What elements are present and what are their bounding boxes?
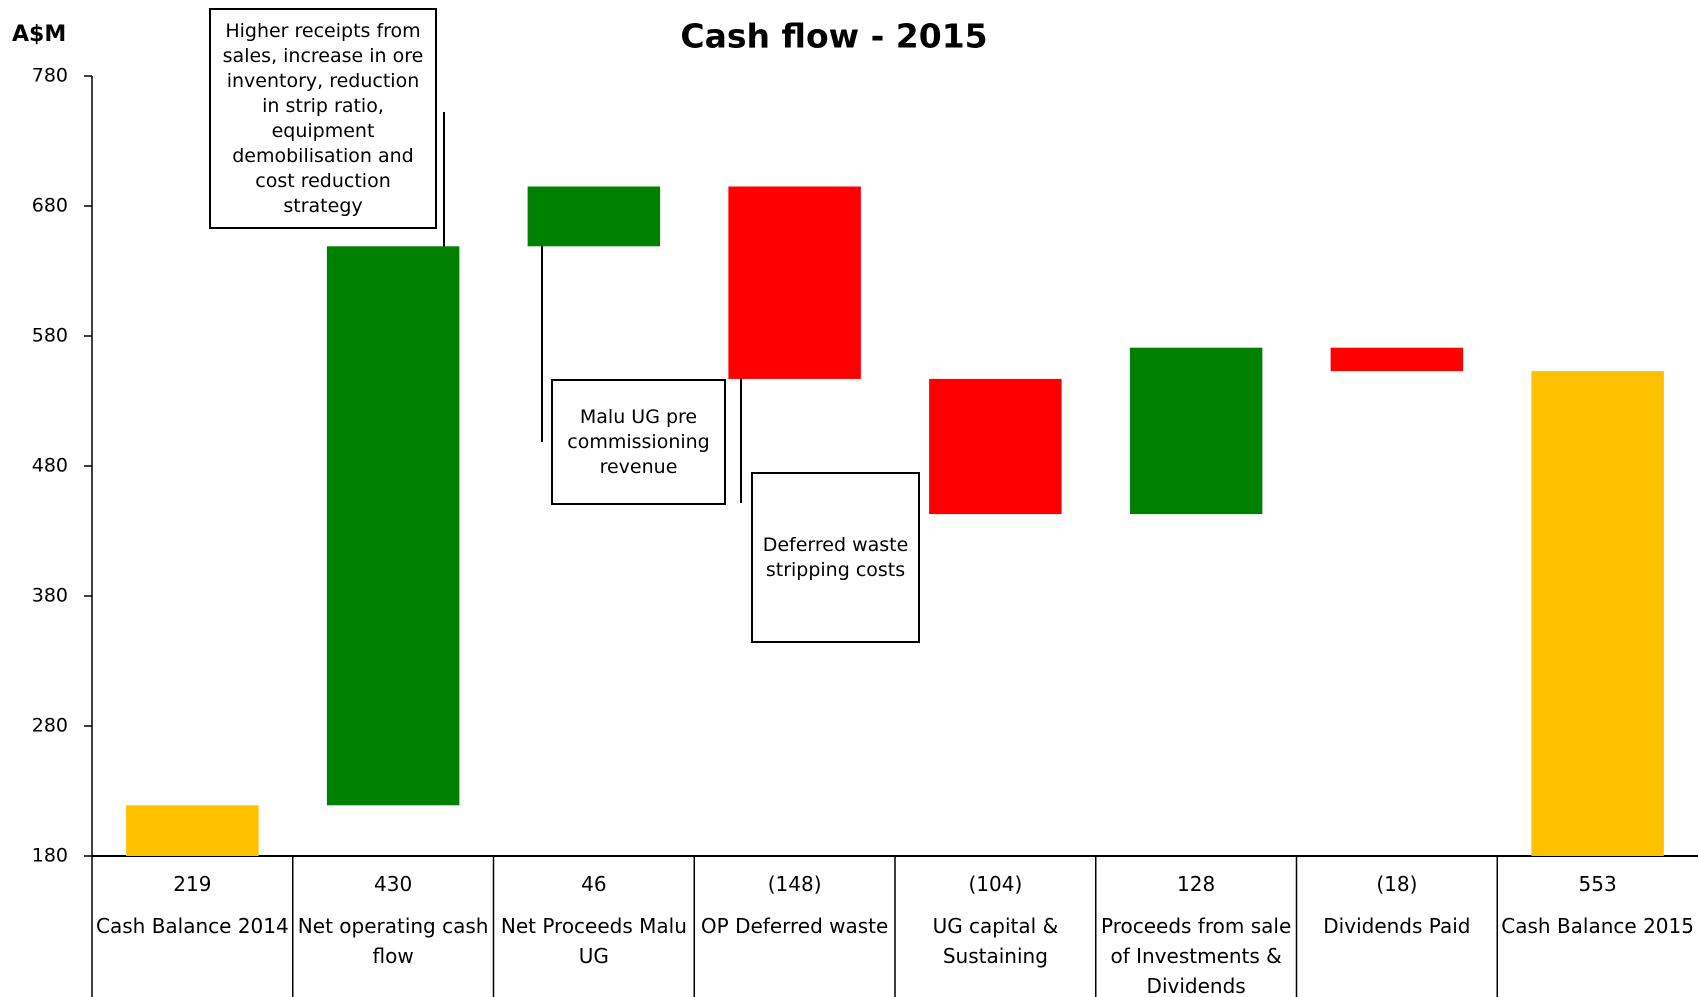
bar [1531,371,1664,856]
value-label: 128 [1177,872,1216,896]
value-label: (104) [968,872,1023,896]
x-tick-label: OP Deferred waste [700,914,889,938]
bar [929,378,1062,515]
value-label: 553 [1578,872,1617,896]
bar [527,186,661,247]
x-tick-label: Cash Balance 2014 [96,914,289,938]
x-tick-label: Cash Balance 2015 [1501,914,1694,938]
bar [326,246,460,806]
bar [728,186,861,379]
y-tick-label: 480 [32,455,68,477]
x-tick-label: Proceeds from sale of Investments & Divi… [1101,914,1292,997]
value-label: 430 [374,872,413,896]
value-label: 46 [581,872,607,896]
value-label: 219 [173,872,212,896]
value-label: (148) [767,872,822,896]
annotation: Malu UG pre commissioning revenue [551,379,726,505]
annotation: Deferred waste stripping costs [751,472,920,643]
chart-title: Cash flow - 2015 [680,17,987,56]
y-tick-label: 780 [32,65,68,87]
y-tick-label: 280 [32,715,68,737]
x-tick-label: Net Proceeds Malu UG [500,914,687,968]
y-tick-label: 680 [32,195,68,217]
y-axis-label: A$M [12,22,66,47]
annotation: Higher receipts from sales, increase in … [209,8,437,229]
x-tick-label: Net operating cash flow [297,914,489,968]
bar [1129,347,1263,515]
bar [126,805,259,856]
y-tick-label: 580 [32,325,68,347]
y-tick-label: 180 [32,845,68,867]
y-tick-label: 380 [32,585,68,607]
value-label: (18) [1376,872,1418,896]
x-tick-label: Dividends Paid [1323,914,1471,938]
x-tick-label: UG capital & Sustaining [932,914,1059,968]
bar [1330,347,1464,372]
